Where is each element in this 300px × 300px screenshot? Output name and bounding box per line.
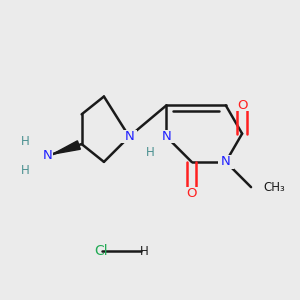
Text: N: N: [161, 130, 171, 143]
Text: H: H: [140, 244, 149, 258]
FancyBboxPatch shape: [41, 149, 53, 163]
Text: Cl: Cl: [94, 244, 108, 258]
Text: O: O: [186, 187, 197, 200]
FancyBboxPatch shape: [158, 130, 175, 143]
Polygon shape: [52, 141, 80, 154]
Text: N: N: [221, 155, 231, 168]
Text: CH₃: CH₃: [263, 181, 285, 194]
FancyBboxPatch shape: [121, 130, 137, 143]
FancyBboxPatch shape: [183, 187, 200, 199]
FancyBboxPatch shape: [234, 100, 250, 111]
Text: O: O: [237, 99, 247, 112]
Text: H: H: [21, 135, 29, 148]
Text: N: N: [43, 149, 52, 162]
Text: N: N: [124, 130, 134, 143]
FancyBboxPatch shape: [218, 155, 234, 169]
Text: H: H: [21, 164, 29, 177]
Text: H: H: [146, 146, 154, 159]
